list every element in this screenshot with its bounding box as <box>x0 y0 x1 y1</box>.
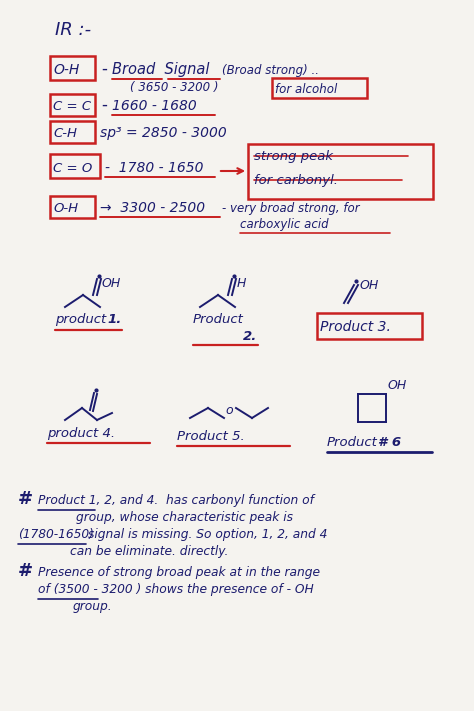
Text: for carbonyl.: for carbonyl. <box>254 174 338 187</box>
Text: product: product <box>55 313 106 326</box>
Text: carboxylic acid: carboxylic acid <box>240 218 328 231</box>
Text: 1660 - 1680: 1660 - 1680 <box>112 99 197 113</box>
Text: Broad  Signal: Broad Signal <box>112 62 210 77</box>
Bar <box>50 94 95 116</box>
Text: #: # <box>18 562 33 580</box>
Text: (Broad strong) ..: (Broad strong) .. <box>222 64 319 77</box>
Bar <box>50 196 95 218</box>
Bar <box>50 121 95 143</box>
Text: (1780-1650): (1780-1650) <box>18 528 94 541</box>
Text: strong peak: strong peak <box>254 150 333 163</box>
Text: of (3500 - 3200 ) shows the presence of - OH: of (3500 - 3200 ) shows the presence of … <box>38 583 314 596</box>
Text: group, whose characteristic peak is: group, whose characteristic peak is <box>76 511 293 524</box>
Bar <box>248 144 433 199</box>
Text: C = C: C = C <box>53 100 91 113</box>
Text: sp³ = 2850 - 3000: sp³ = 2850 - 3000 <box>100 126 227 140</box>
Text: signal is missing. So option, 1, 2, and 4: signal is missing. So option, 1, 2, and … <box>88 528 328 541</box>
Bar <box>317 313 422 339</box>
Text: -: - <box>101 96 107 114</box>
Text: ( 3650 - 3200 ): ( 3650 - 3200 ) <box>130 81 219 94</box>
Text: # 6: # 6 <box>378 436 401 449</box>
Text: →  3300 - 2500: → 3300 - 2500 <box>100 201 205 215</box>
Text: C = O: C = O <box>53 162 92 175</box>
Text: o: o <box>225 404 233 417</box>
Text: group.: group. <box>73 600 113 613</box>
Text: #: # <box>18 490 33 508</box>
Text: can be eliminate. directly.: can be eliminate. directly. <box>70 545 228 558</box>
Text: C-H: C-H <box>53 127 77 140</box>
Bar <box>50 154 100 178</box>
Text: OH: OH <box>102 277 121 290</box>
Text: 2.: 2. <box>243 330 257 343</box>
Text: OH: OH <box>360 279 379 292</box>
Bar <box>50 56 95 80</box>
Text: Presence of strong broad peak at in the range: Presence of strong broad peak at in the … <box>38 566 320 579</box>
Text: for alcohol: for alcohol <box>275 83 337 96</box>
Text: -: - <box>101 60 107 78</box>
Text: Product 1, 2, and 4.  has carbonyl function of: Product 1, 2, and 4. has carbonyl functi… <box>38 494 314 507</box>
Bar <box>272 78 367 98</box>
Text: Product: Product <box>327 436 378 449</box>
Text: Product 5.: Product 5. <box>177 430 245 443</box>
Text: H: H <box>237 277 246 290</box>
Text: O-H: O-H <box>53 63 79 77</box>
Text: O-H: O-H <box>53 202 78 215</box>
Text: 1.: 1. <box>107 313 121 326</box>
Text: IR :-: IR :- <box>55 21 91 39</box>
Text: Product 3.: Product 3. <box>320 320 391 334</box>
Text: -  1780 - 1650: - 1780 - 1650 <box>105 161 203 175</box>
Text: - very broad strong, for: - very broad strong, for <box>222 202 360 215</box>
Text: Product: Product <box>193 313 244 326</box>
Text: product 4.: product 4. <box>47 427 115 440</box>
Text: OH: OH <box>388 379 407 392</box>
